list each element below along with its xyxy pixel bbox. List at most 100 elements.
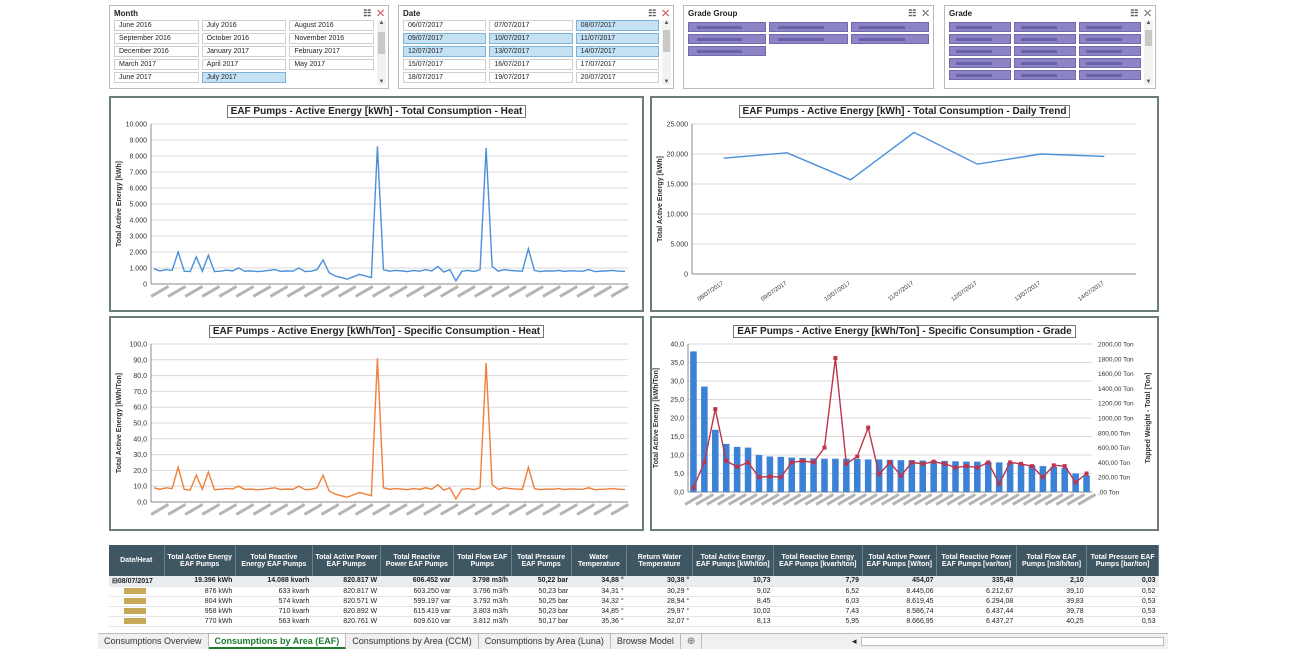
slicer-item[interactable]: 11/07/2017 [575,33,659,44]
bar [1050,466,1058,492]
slicer-scrollbar[interactable]: ▲ ▼ [1144,20,1153,85]
blurred-item[interactable] [949,70,1011,80]
blurred-item[interactable] [1079,58,1141,68]
blurred-item[interactable] [1079,70,1141,80]
slicer-item[interactable]: July 2016 [201,20,287,31]
blurred-heat-label[interactable] [124,617,146,624]
clear-filter-icon[interactable]: ⛌ [922,8,929,18]
slicer-item[interactable]: 13/07/2017 [489,46,573,57]
blurred-item[interactable] [769,34,848,44]
slicer-item[interactable]: June 2017 [114,72,199,83]
row-label[interactable] [109,616,164,627]
row-label[interactable]: ⊟08/07/2017 [109,576,164,587]
scroll-left-icon[interactable]: ◂ [852,636,857,646]
slicer-item[interactable]: 07/07/2017 [489,20,573,31]
blurred-item[interactable] [1079,46,1141,56]
slicer-item[interactable]: August 2016 [289,20,374,31]
slicer-item[interactable]: May 2017 [289,59,374,70]
slicer-item[interactable]: 08/07/2017 [575,20,659,31]
slicer-item[interactable]: December 2016 [114,46,199,57]
add-sheet-button[interactable]: ⊕ [681,634,703,649]
blurred-item[interactable] [1079,34,1141,44]
clear-filter-icon[interactable]: ⛌ [1144,8,1151,18]
slicer-item[interactable]: 12/07/2017 [403,46,487,57]
table-cell: 6.437,44 [936,606,1017,617]
blurred-item[interactable] [850,22,929,32]
table-cell: 50,25 bar [511,596,572,607]
blurred-x-tick-label [869,493,889,506]
row-label[interactable] [109,606,164,617]
multi-select-icon[interactable]: ☷ [363,8,372,18]
blurred-item[interactable] [949,22,1011,32]
blurred-item[interactable] [688,46,767,56]
bar [843,458,850,492]
slicer-item[interactable]: 15/07/2017 [403,59,487,70]
slicer-item[interactable]: February 2017 [289,46,374,57]
sheet-tab[interactable]: Browse Model [611,634,681,649]
line-marker [920,461,925,466]
slicer-item[interactable]: 19/07/2017 [489,72,573,83]
multi-select-icon[interactable]: ☷ [648,8,657,18]
table-cell: 28,94 ° [626,596,693,607]
bar [984,462,992,492]
x-tick-label: 12/07/2017 [951,280,980,303]
blurred-heat-label[interactable] [124,607,146,614]
slicer-item[interactable]: 17/07/2017 [575,59,659,70]
blurred-item[interactable] [1014,58,1076,68]
blurred-x-tick-label [457,285,476,298]
slicer-item[interactable]: July 2017 [201,72,287,83]
table-row: 876 kWh 633 kvarh 820.817 W 603.250 var 3.79… [109,586,1159,597]
row-label[interactable] [109,596,164,607]
blurred-item[interactable] [949,34,1011,44]
column-header[interactable]: Date/Heat [109,545,165,576]
slicer-item[interactable]: 16/07/2017 [489,59,573,70]
slicer-item[interactable]: September 2016 [114,33,199,44]
slicer-item[interactable]: 14/07/2017 [575,46,659,57]
slicer-scrollbar[interactable]: ▲ ▼ [377,20,386,85]
slicer-item[interactable]: October 2016 [201,33,287,44]
blurred-item[interactable] [1014,70,1076,80]
blurred-x-tick-label [439,285,459,298]
slicer-item[interactable]: June 2016 [114,20,199,31]
month-slicer: Month ☷ ⛌ June 2016 July 2016 August 2016 Se… [109,5,389,89]
blurred-item[interactable] [949,58,1011,68]
row-label[interactable] [109,586,164,597]
blurred-item[interactable] [850,34,929,44]
slicer-scrollbar[interactable]: ▲ ▼ [662,20,671,85]
table-cell: 6.437,27 [936,616,1017,627]
blurred-item[interactable] [1014,22,1076,32]
slicer-item[interactable]: 06/07/2017 [403,20,487,31]
blurred-heat-label[interactable] [124,587,146,594]
sheet-tab[interactable]: Consumptions by Area (EAF) [208,634,347,649]
slicer-item[interactable]: 09/07/2017 [403,33,487,44]
line-marker [735,464,740,469]
blurred-item[interactable] [688,34,767,44]
slicer-item[interactable]: 20/07/2017 [575,72,659,83]
slicer-item[interactable]: November 2016 [289,33,374,44]
slicer-item[interactable]: March 2017 [114,59,199,70]
blurred-item[interactable] [769,22,848,32]
clear-filter-icon[interactable]: ⛌ [662,8,669,18]
blurred-x-tick-label [695,493,715,506]
y2-tick-label: 2000,00 Ton [1098,342,1134,349]
horizontal-scrollbar[interactable]: ◂ [848,634,1168,649]
slicer-item[interactable]: January 2017 [201,46,287,57]
blurred-item[interactable] [1014,34,1076,44]
sheet-tab[interactable]: Consumptions by Area (Luna) [479,634,611,649]
multi-select-icon[interactable]: ☷ [1130,8,1139,18]
blurred-item[interactable] [949,46,1011,56]
sheet-tab[interactable]: Consumptions by Area (CCM) [346,634,479,649]
slicer-item[interactable]: April 2017 [201,59,287,70]
sheet-tab[interactable]: Consumptions Overview [98,634,209,649]
blurred-item[interactable] [1079,22,1141,32]
blurred-item[interactable] [1014,46,1076,56]
multi-select-icon[interactable]: ☷ [908,8,917,18]
blurred-item[interactable] [688,22,767,32]
scroll-track[interactable] [860,637,1164,646]
blurred-heat-label[interactable] [124,597,146,604]
slicer-item[interactable]: 10/07/2017 [489,33,573,44]
slicer-item[interactable]: 18/07/2017 [403,72,487,83]
blurred-x-tick-label [337,503,357,516]
clear-filter-icon[interactable]: ⛌ [377,8,384,18]
blurred-x-tick-label [749,493,769,506]
